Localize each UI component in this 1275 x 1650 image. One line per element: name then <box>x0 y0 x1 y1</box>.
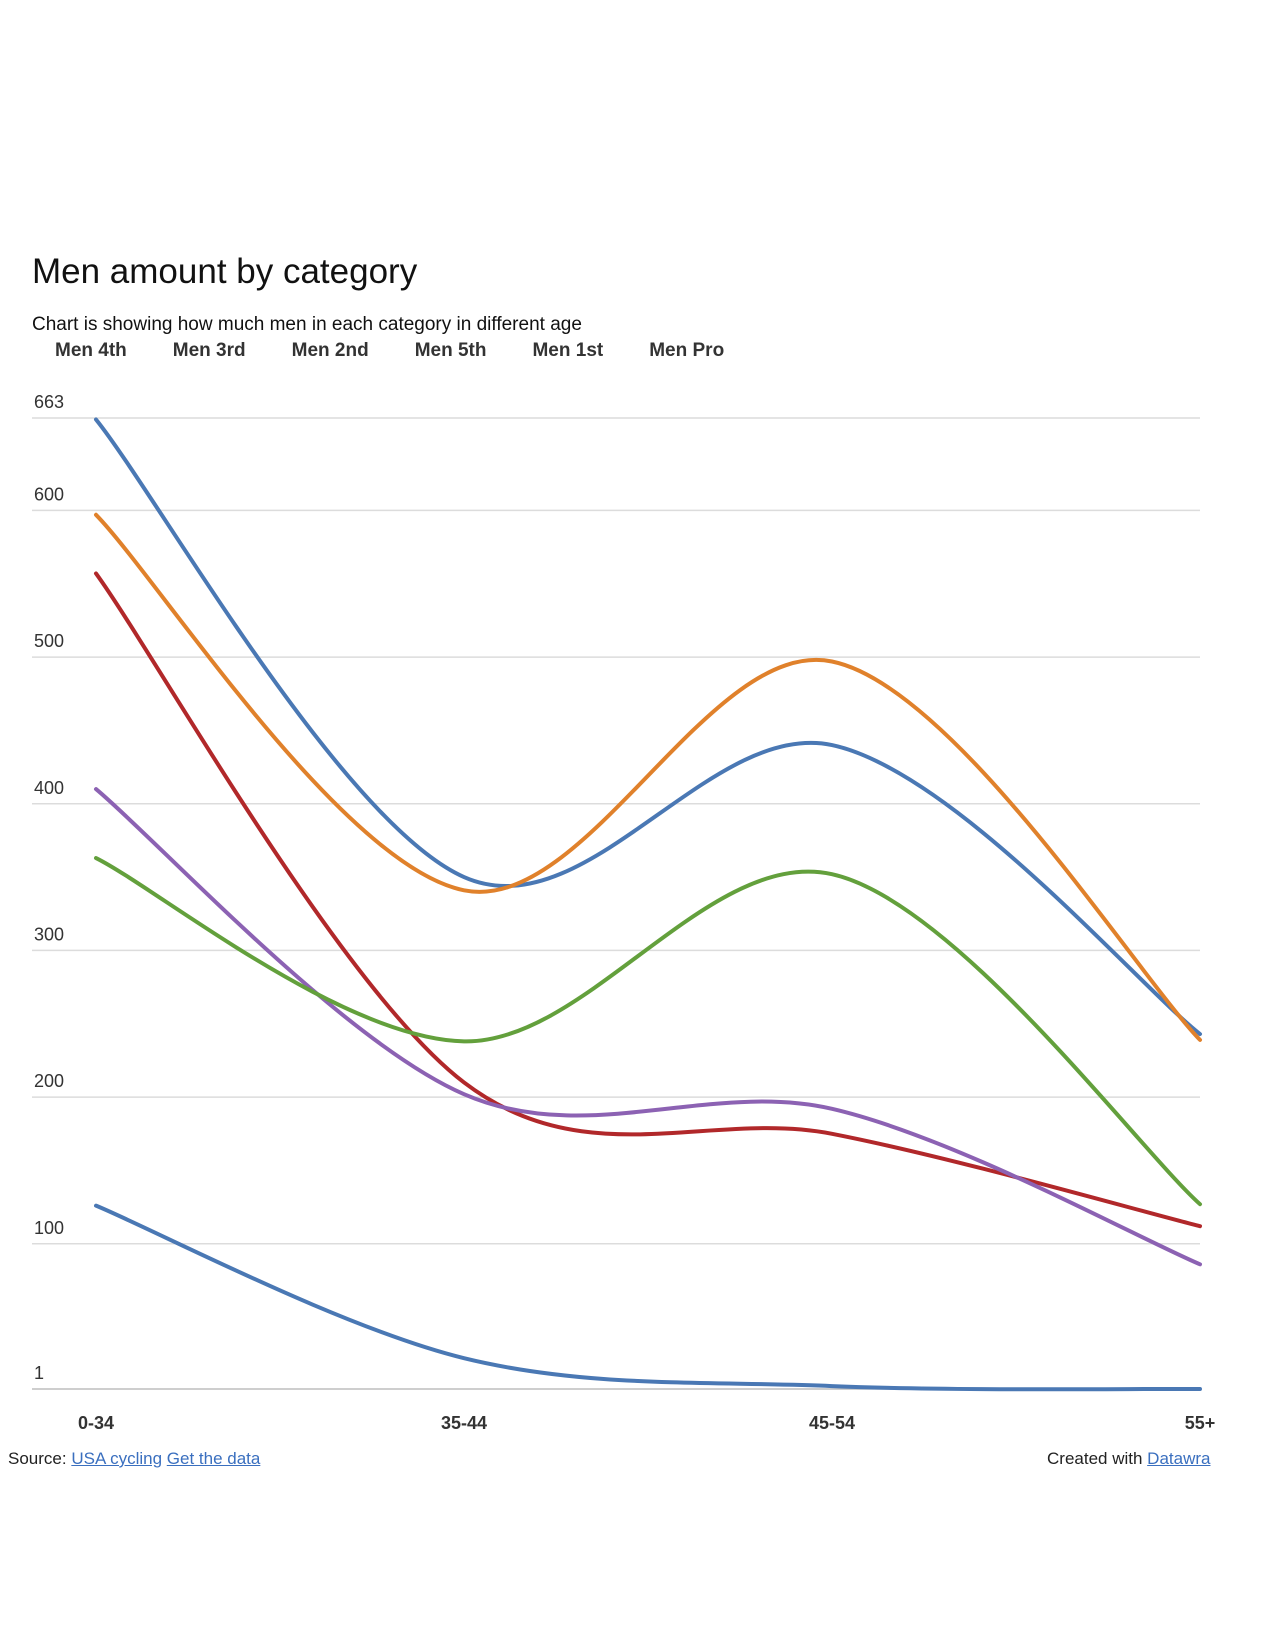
legend-item-men-1st: Men 1st <box>532 340 604 361</box>
y-tick-label: 300 <box>34 924 64 944</box>
legend: Men 4th Men 3rd Men 2nd Men 5th Men 1st Men P… <box>55 340 770 362</box>
series-line-men-2nd <box>94 571 1202 1229</box>
series-line-men-1st <box>94 856 1202 1207</box>
legend-item-men-2nd: Men 2nd <box>291 340 369 361</box>
grid-lines <box>32 417 1200 1390</box>
y-tick-label: 500 <box>34 631 64 651</box>
y-tick-label: 200 <box>34 1071 64 1091</box>
y-axis-ticks: 1 100 200 300 400 500 600 663 <box>34 392 64 1383</box>
series-line-men-pro <box>94 1203 1202 1392</box>
y-tick-label: 600 <box>34 484 64 504</box>
x-tick-label: 35-44 <box>441 1413 487 1433</box>
footer-source: Source: USA cycling Get the data <box>8 1449 260 1469</box>
y-tick-label: 663 <box>34 392 64 412</box>
x-axis-ticks: 0-34 35-44 45-54 55+ <box>78 1413 1215 1433</box>
x-tick-label: 0-34 <box>78 1413 114 1433</box>
source-label: Source: <box>8 1449 67 1468</box>
series-line-men-4th <box>94 417 1202 1037</box>
chart-title: Men amount by category <box>32 252 418 291</box>
x-tick-label: 55+ <box>1185 1413 1216 1433</box>
y-tick-label: 400 <box>34 778 64 798</box>
footer-credit: Created with Datawra <box>1047 1449 1210 1469</box>
chart-subtitle: Chart is showing how much men in each ca… <box>32 314 582 335</box>
created-with-label: Created with <box>1047 1449 1143 1468</box>
get-data-link[interactable]: Get the data <box>166 1449 261 1468</box>
y-tick-label: 1 <box>34 1363 44 1383</box>
datawrapper-link[interactable]: Datawra <box>1147 1449 1211 1468</box>
legend-item-men-3rd: Men 3rd <box>172 340 246 361</box>
legend-item-men-5th: Men 5th <box>414 340 487 361</box>
y-tick-label: 100 <box>34 1218 64 1238</box>
x-tick-label: 45-54 <box>809 1413 855 1433</box>
series-line-men-5th <box>94 787 1202 1267</box>
series-lines <box>94 417 1202 1392</box>
source-link[interactable]: USA cycling <box>71 1449 163 1468</box>
legend-item-men-4th: Men 4th <box>55 340 127 361</box>
series-line-men-3rd <box>94 512 1202 1042</box>
legend-item-men-pro: Men Pro <box>649 340 725 361</box>
